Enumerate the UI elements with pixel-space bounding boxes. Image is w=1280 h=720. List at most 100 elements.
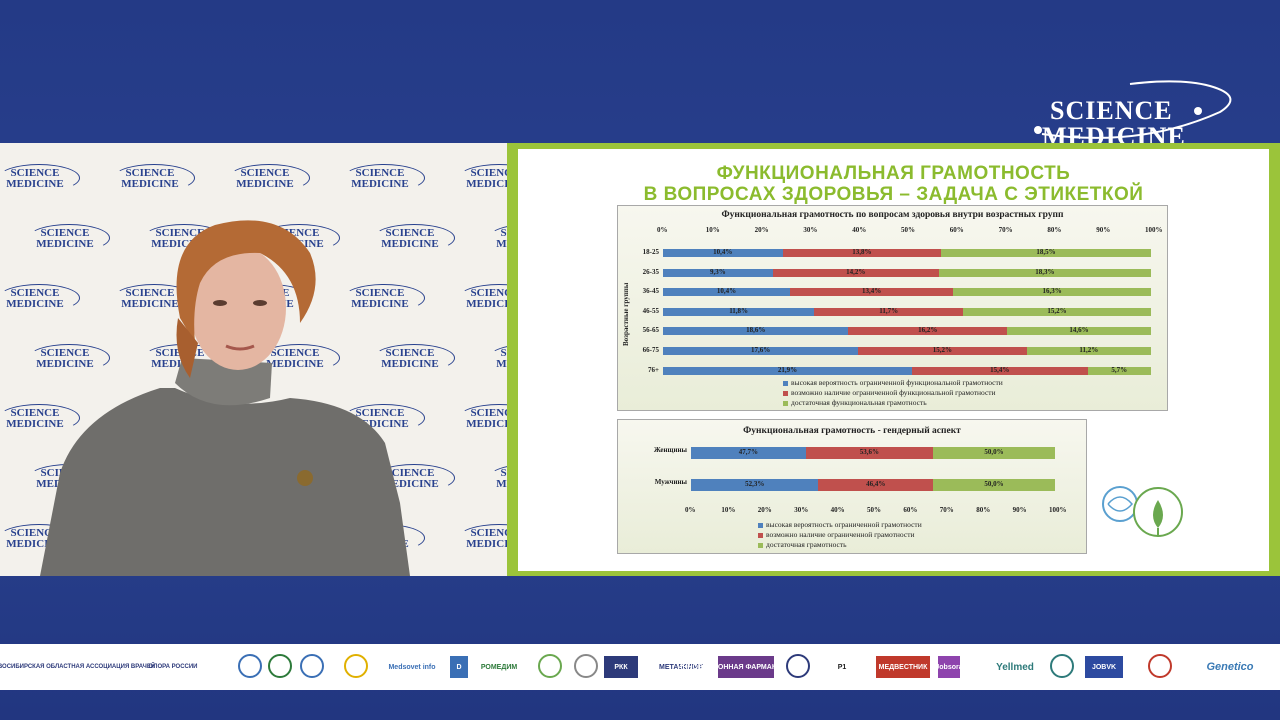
brand-logo: SCIENCE MEDICINE: [1030, 78, 1240, 151]
data-label: 14,6%: [1069, 326, 1089, 335]
bar-row: 11,8% 11,7% 15,2%: [663, 306, 1151, 316]
legend-label: высокая вероятность ограниченной функцио…: [791, 378, 1003, 387]
legend-swatch: [758, 542, 763, 548]
wall-logo-orbit-icon: [228, 164, 310, 192]
bar-row: 9,3% 14,2% 18,3%: [663, 268, 1151, 277]
partner-logo: РКК: [604, 656, 638, 678]
x-tick-label: 60%: [949, 226, 964, 234]
data-label: 10,4%: [716, 287, 737, 296]
gender-chart: Функциональная грамотность - гендерный а…: [617, 419, 1087, 554]
partner-logo: Jobsora: [935, 656, 963, 678]
data-label: 47,7%: [738, 448, 758, 456]
category-label: 66-75: [642, 346, 659, 354]
data-label: 5,7%: [1111, 365, 1128, 374]
partner-logo: ОПОРА РОССИИ: [148, 664, 198, 670]
bar-segment: 11,7%: [814, 307, 964, 316]
legend-label: достаточная функциональная грамотность: [791, 398, 927, 407]
partner-logo: Yellmed: [996, 661, 1034, 673]
wall-logo-orbit-icon: [0, 284, 80, 312]
bar-segment: 53,6%: [805, 447, 934, 459]
x-tick-label: 70%: [939, 506, 954, 514]
legend-label: достаточная грамотность: [766, 540, 847, 549]
slide-title-line1: ФУНКЦИОНАЛЬНАЯ ГРАМОТНОСТЬ: [716, 163, 1071, 184]
x-tick-label: 40%: [830, 506, 845, 514]
bar-segment: 10,4%: [663, 248, 783, 257]
data-label: 10,4%: [713, 248, 733, 256]
bar-segment: 17,6%: [663, 346, 859, 355]
bar-segment: 18,5%: [941, 248, 1151, 257]
partner-emblem-icon: [1050, 654, 1074, 678]
orbit-icon: [1034, 80, 1232, 139]
legend-item: достаточная грамотность: [758, 540, 847, 549]
data-label: 15,2%: [1047, 306, 1067, 315]
x-tick-label: 0%: [685, 506, 696, 514]
wall-logo-orbit-icon: [458, 284, 507, 312]
category-label: Мужчины: [654, 478, 687, 486]
x-tick-label: 90%: [1096, 226, 1111, 234]
bar-segment: 9,3%: [663, 268, 773, 277]
data-label: 21,9%: [777, 365, 798, 374]
legend-label: высокая вероятность ограниченной грамотн…: [766, 520, 922, 529]
age-groups-chart: Функциональная грамотность по вопросам з…: [617, 205, 1168, 411]
bar-row: 10,4% 13,4% 16,3%: [663, 287, 1151, 297]
partner-logo: P1: [837, 663, 847, 671]
age-chart-title: Функциональная грамотность по вопросам з…: [721, 210, 1064, 220]
x-tick-label: 60%: [903, 506, 918, 514]
speaker-video: SCIENCE MEDICINE SCIENCE MEDICINE SCIENCE MED…: [0, 143, 507, 576]
x-tick-label: 30%: [803, 226, 818, 234]
legend-label: возможно наличие ограниченной грамотност…: [766, 530, 915, 539]
partner-emblem-icon: [238, 654, 262, 678]
wall-logo-orbit-icon: [113, 164, 195, 192]
x-tick-label: 10%: [721, 506, 736, 514]
bar-segment: 5,7%: [1087, 365, 1151, 375]
wall-logo-orbit-icon: [373, 224, 455, 252]
partner-logo: ИННОВАЦИОННАЯ ФАРМАКОТЕРАПИЯ: [677, 656, 815, 678]
partner-emblem-icon: [344, 654, 368, 678]
partner-emblem-icon: [574, 654, 598, 678]
bar-segment: 11,8%: [663, 306, 815, 316]
wall-logo-orbit-icon: [343, 284, 425, 312]
bar-row: 10,4% 13,8% 18,5%: [663, 248, 1151, 257]
x-tick-label: 100%: [1049, 506, 1067, 514]
bar-segment: 15,2%: [963, 306, 1151, 316]
legend-swatch: [758, 522, 763, 528]
x-tick-label: 10%: [705, 226, 720, 234]
x-tick-label: 70%: [998, 226, 1013, 234]
bar-row: 17,6% 15,2% 11,2%: [663, 346, 1151, 355]
legend-swatch: [783, 400, 788, 406]
bar-row: 52,3% 46,4% 50,0%: [691, 479, 1055, 491]
data-label: 15,2%: [932, 346, 952, 354]
data-label: 52,3%: [745, 480, 765, 488]
data-label: 11,8%: [729, 306, 749, 315]
data-label: 18,6%: [746, 326, 766, 335]
x-tick-label: 20%: [757, 506, 772, 514]
bar-row: 18,6% 16,2% 14,6%: [663, 326, 1151, 336]
bar-segment: 14,2%: [772, 268, 939, 277]
presentation-slide: ФУНКЦИОНАЛЬНАЯ ГРАМОТНОСТЬ В ВОПРОСАХ ЗД…: [507, 143, 1280, 576]
category-label: Женщины: [653, 446, 687, 454]
bar-segment: 16,3%: [953, 287, 1151, 297]
wall-logo-orbit-icon: [343, 404, 425, 432]
bar-segment: 15,4%: [911, 366, 1088, 375]
legend-item: высокая вероятность ограниченной грамотн…: [758, 520, 922, 529]
legend-label: возможно наличие ограниченной функционал…: [791, 388, 996, 397]
wall-logo-orbit-icon: [0, 164, 80, 192]
x-tick-label: 40%: [852, 226, 867, 234]
x-tick-label: 80%: [976, 506, 991, 514]
legend-item: высокая вероятность ограниченной функцио…: [783, 378, 1003, 387]
x-tick-label: 50%: [901, 226, 915, 234]
wall-logo-orbit-icon: [458, 524, 507, 552]
legend-item: достаточная функциональная грамотность: [783, 398, 927, 407]
category-label: 26-35: [642, 267, 659, 276]
